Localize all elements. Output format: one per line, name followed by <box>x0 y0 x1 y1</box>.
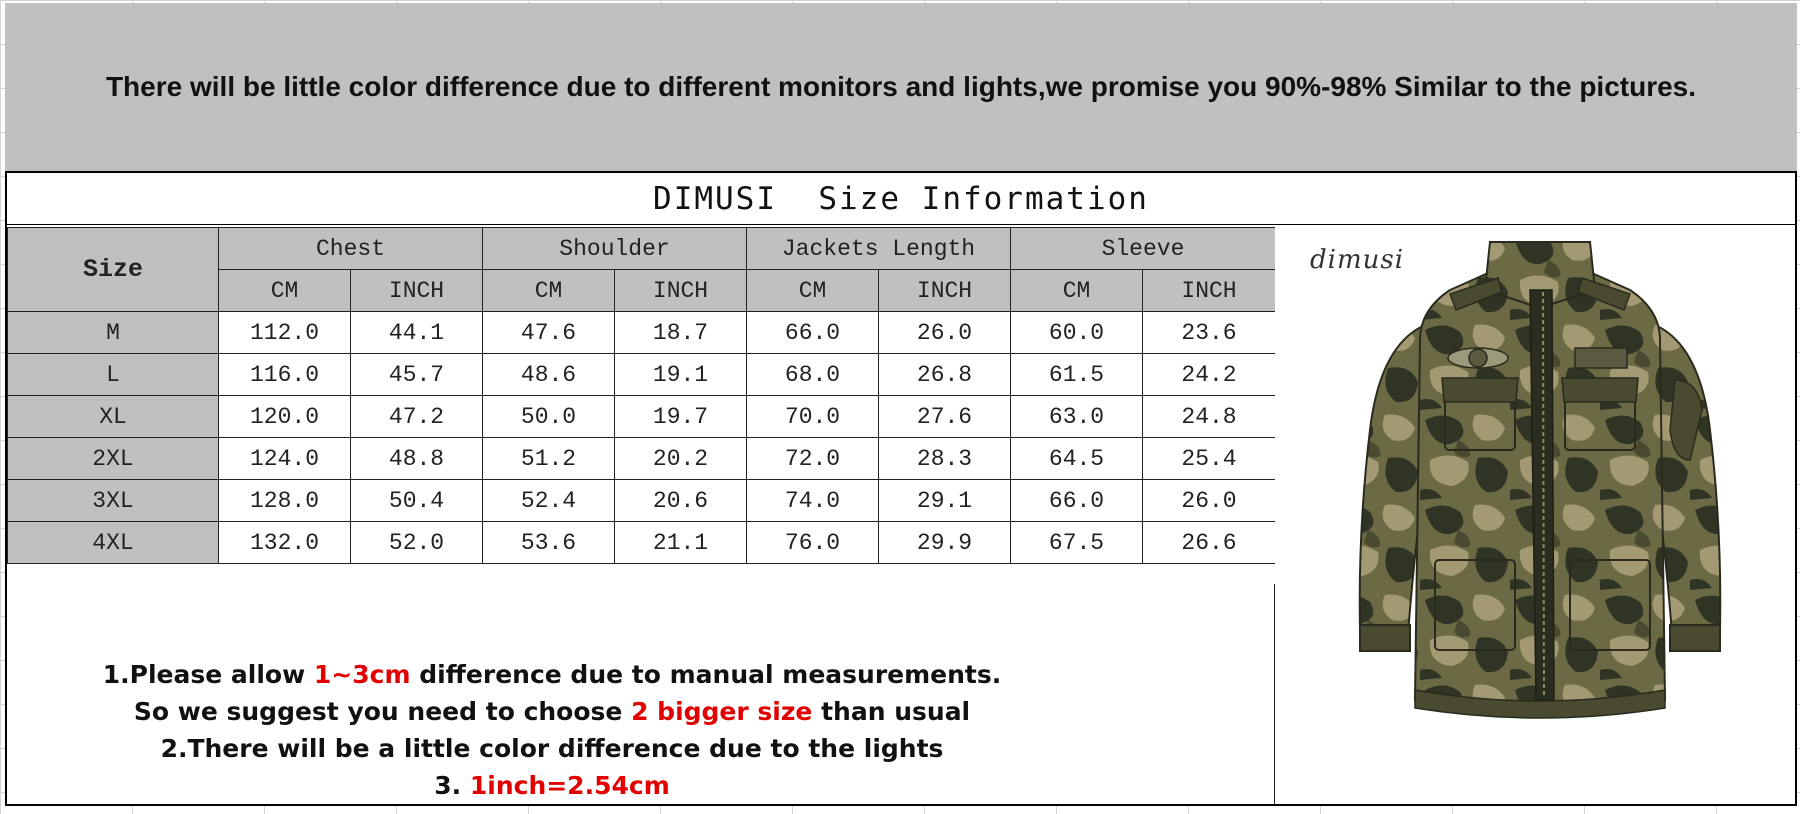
table-header-row: Size Chest Shoulder Jackets Length Sleev… <box>7 227 1276 312</box>
table-cell: 23.6 <box>1142 311 1276 354</box>
note-highlight: 1inch=2.54cm <box>469 771 670 800</box>
table-cell: 25.4 <box>1142 437 1276 480</box>
table-cell: 26.0 <box>1142 479 1276 522</box>
size-label: 2XL <box>7 437 219 480</box>
table-cell: 47.6 <box>482 311 615 354</box>
table-cell: 20.6 <box>614 479 747 522</box>
notes-box <box>7 584 1275 804</box>
table-cell: 47.2 <box>350 395 483 438</box>
table-row: L 116.0 45.7 48.6 19.1 68.0 26.8 61.5 24… <box>7 353 1276 396</box>
brand-script-logo: dimusi <box>1310 245 1405 275</box>
table-cell: 48.8 <box>350 437 483 480</box>
table-cell: 128.0 <box>218 479 351 522</box>
table-cell: 72.0 <box>746 437 879 480</box>
table-cell: 21.1 <box>614 521 747 564</box>
size-column-header: Size <box>7 227 219 312</box>
table-cell: 67.5 <box>1010 521 1143 564</box>
table-unit-row: CM INCH CM INCH CM INCH CM INCH <box>8 269 1276 312</box>
table-cell: 44.1 <box>350 311 483 354</box>
table-cell: 51.2 <box>482 437 615 480</box>
table-cell: 18.7 <box>614 311 747 354</box>
camouflage-jacket-image <box>1358 241 1722 719</box>
table-cell: 26.8 <box>878 353 1011 396</box>
jacket-length-header: Jackets Length <box>746 227 1011 270</box>
size-label: 3XL <box>7 479 219 522</box>
table-cell: 112.0 <box>218 311 351 354</box>
disclaimer-text: There will be little color difference du… <box>105 71 1697 102</box>
table-cell: 66.0 <box>1010 479 1143 522</box>
table-cell: 26.6 <box>1142 521 1276 564</box>
table-cell: 28.3 <box>878 437 1011 480</box>
table-cell: 60.0 <box>1010 311 1143 354</box>
size-label: L <box>7 353 219 396</box>
table-cell: 29.9 <box>878 521 1011 564</box>
disclaimer-banner: There will be little color difference du… <box>5 3 1797 171</box>
sizing-notes: 1.Please allow 1~3cm difference due to m… <box>7 656 1097 804</box>
table-cell: 116.0 <box>218 353 351 396</box>
size-table: Size Chest Shoulder Jackets Length Sleev… <box>7 227 1276 564</box>
table-cell: 64.5 <box>1010 437 1143 480</box>
chest-header: Chest <box>218 227 483 270</box>
unit-header: CM <box>482 269 615 312</box>
table-cell: 50.4 <box>350 479 483 522</box>
size-chart-title: DIMUSI Size Information <box>7 173 1795 225</box>
table-cell: 19.1 <box>614 353 747 396</box>
table-row: M 112.0 44.1 47.6 18.7 66.0 26.0 60.0 23… <box>7 311 1276 354</box>
note-text: 1.Please allow <box>102 660 314 689</box>
table-cell: 48.6 <box>482 353 615 396</box>
size-label: XL <box>7 395 219 438</box>
note-text: So we suggest you need to choose <box>133 697 632 726</box>
table-row: 2XL 124.0 48.8 51.2 20.2 72.0 28.3 64.5 … <box>7 437 1276 480</box>
shoulder-header: Shoulder <box>482 227 747 270</box>
note-text: 3. <box>434 771 470 800</box>
table-cell: 24.2 <box>1142 353 1276 396</box>
size-chart-title-text: DIMUSI Size Information <box>653 180 1149 217</box>
unit-header: INCH <box>1142 269 1276 312</box>
table-cell: 66.0 <box>746 311 879 354</box>
table-row: 4XL 132.0 52.0 53.6 21.1 76.0 29.9 67.5 … <box>7 521 1276 564</box>
table-cell: 68.0 <box>746 353 879 396</box>
table-cell: 45.7 <box>350 353 483 396</box>
table-cell: 132.0 <box>218 521 351 564</box>
table-cell: 52.0 <box>350 521 483 564</box>
table-cell: 70.0 <box>746 395 879 438</box>
table-cell: 74.0 <box>746 479 879 522</box>
note-line-4: 3. 1inch=2.54cm <box>7 767 1097 804</box>
table-cell: 76.0 <box>746 521 879 564</box>
note-highlight: 1~3cm <box>313 660 411 689</box>
table-cell: 24.8 <box>1142 395 1276 438</box>
unit-header: INCH <box>614 269 747 312</box>
table-cell: 50.0 <box>482 395 615 438</box>
size-label: 4XL <box>7 521 219 564</box>
table-cell: 63.0 <box>1010 395 1143 438</box>
table-cell: 26.0 <box>878 311 1011 354</box>
table-cell: 27.6 <box>878 395 1011 438</box>
table-cell: 20.2 <box>614 437 747 480</box>
table-cell: 61.5 <box>1010 353 1143 396</box>
table-cell: 29.1 <box>878 479 1011 522</box>
unit-header: CM <box>746 269 879 312</box>
table-cell: 53.6 <box>482 521 615 564</box>
note-text: difference due to manual measurements. <box>410 660 1002 689</box>
note-highlight: 2 bigger size <box>631 697 813 726</box>
note-line-3: 2.There will be a little color differenc… <box>160 734 944 763</box>
size-label: M <box>7 311 219 354</box>
note-text: than usual <box>812 697 971 726</box>
table-cell: 52.4 <box>482 479 615 522</box>
table-row: XL 120.0 47.2 50.0 19.7 70.0 27.6 63.0 2… <box>7 395 1276 438</box>
unit-header: INCH <box>878 269 1011 312</box>
sleeve-header: Sleeve <box>1010 227 1276 270</box>
note-line-2: So we suggest you need to choose 2 bigge… <box>7 693 1097 730</box>
unit-header: INCH <box>350 269 483 312</box>
table-row: 3XL 128.0 50.4 52.4 20.6 74.0 29.1 66.0 … <box>7 479 1276 522</box>
unit-header: CM <box>1010 269 1143 312</box>
note-line-1: 1.Please allow 1~3cm difference due to m… <box>7 656 1097 693</box>
unit-header: CM <box>218 269 351 312</box>
table-cell: 124.0 <box>218 437 351 480</box>
table-cell: 120.0 <box>218 395 351 438</box>
table-cell: 19.7 <box>614 395 747 438</box>
